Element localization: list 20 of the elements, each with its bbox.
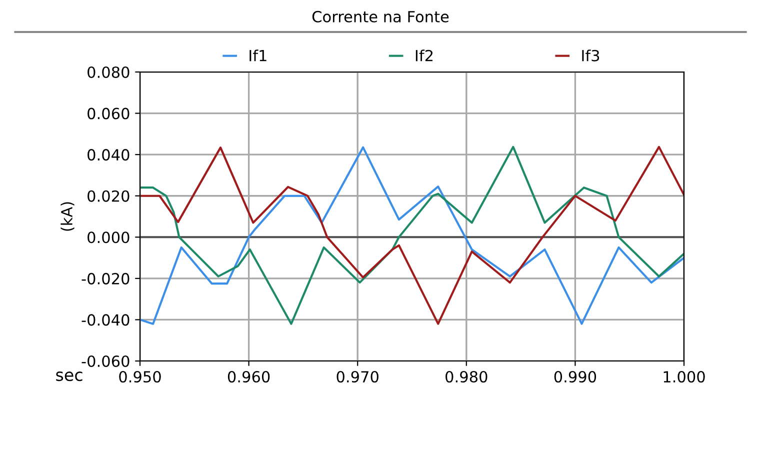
- x-tick-label: 0.990: [554, 370, 596, 383]
- y-axis-title: (kA): [60, 202, 74, 231]
- x-tick-label: 0.970: [336, 370, 378, 383]
- x-tick-label: 0.950: [119, 370, 161, 383]
- x-tick-label: 0.980: [446, 370, 488, 383]
- legend-label: If3: [582, 50, 600, 62]
- legend-label: If1: [250, 50, 266, 62]
- chart-title: Corrente na Fonte: [312, 10, 449, 22]
- y-tick-label: -0.040: [82, 314, 130, 326]
- y-tick-label: -0.060: [82, 355, 130, 368]
- y-tick-label: 0.000: [88, 232, 130, 244]
- legend-label: If2: [416, 50, 432, 62]
- y-tick-label: 0.040: [88, 149, 130, 161]
- y-tick-label: -0.020: [82, 272, 130, 284]
- y-tick-label: 0.080: [88, 66, 130, 78]
- y-tick-label: 0.060: [88, 108, 130, 120]
- x-tick-label: 1.000: [664, 370, 705, 383]
- y-tick-label: 0.020: [88, 190, 130, 202]
- x-axis-title: sec: [56, 372, 82, 382]
- x-tick-label: 0.960: [228, 370, 270, 383]
